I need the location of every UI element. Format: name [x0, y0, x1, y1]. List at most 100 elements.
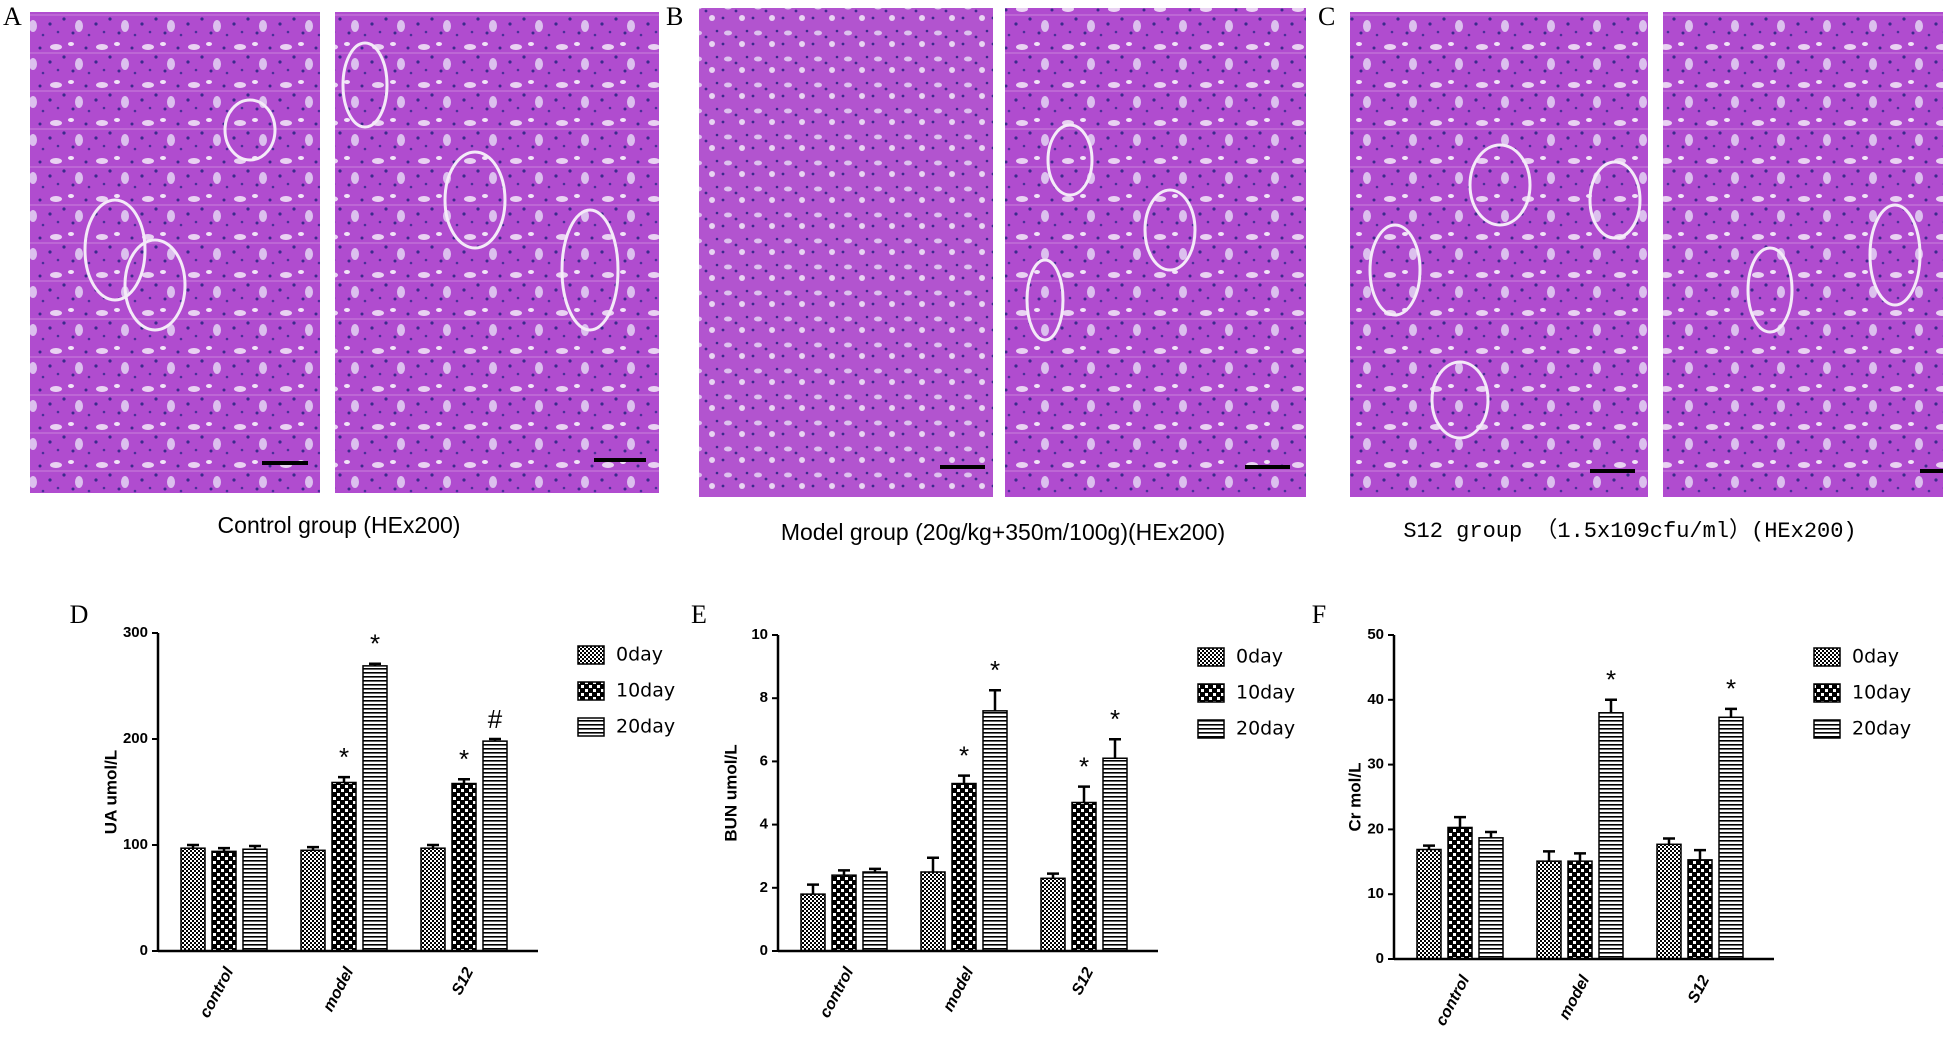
error-bar: [807, 883, 819, 895]
y-tick-label: 20: [1367, 820, 1384, 837]
bar: [1071, 801, 1097, 952]
y-tick-label: 2: [760, 879, 768, 896]
error-bar: [989, 689, 1001, 711]
panel-label: A: [3, 2, 22, 31]
bar: [420, 847, 446, 952]
bar: [1416, 848, 1442, 960]
bar: [1040, 877, 1066, 952]
error-bar: [1109, 738, 1121, 759]
bar: [1102, 757, 1128, 952]
y-tick-label: 0: [760, 942, 768, 959]
y-axis-label: UA umol/L: [101, 750, 120, 834]
x-tick-label: model: [320, 964, 357, 1014]
bar: [300, 849, 326, 952]
annotation: *: [370, 629, 380, 659]
scale-bars: [262, 458, 1943, 473]
x-tick-label: S12: [449, 965, 477, 998]
legend-swatch: [577, 645, 605, 665]
error-bar: [869, 867, 881, 872]
micrograph: [1350, 12, 1648, 497]
error-bar: [307, 845, 319, 851]
legend-label: 20day: [1852, 718, 1911, 740]
y-tick-label: 8: [760, 689, 768, 706]
histology-images: [30, 8, 1943, 497]
micrograph: [1663, 12, 1943, 497]
y-tick-label: 30: [1367, 756, 1384, 773]
error-bar: [1694, 848, 1706, 860]
error-bar: [838, 869, 850, 876]
bar: [1598, 712, 1624, 960]
legend-label: 10day: [1236, 682, 1295, 704]
error-bar: [958, 774, 970, 784]
bar: [831, 874, 857, 952]
legend-swatch: [1813, 647, 1841, 667]
annotation: *: [1079, 752, 1089, 782]
error-bar: [1485, 830, 1497, 838]
caption: S12 group （1.5x109cfu/ml）(HEx200): [1403, 519, 1856, 544]
legend-label: 0day: [1852, 646, 1899, 668]
error-bar: [1725, 707, 1737, 718]
error-bar: [427, 843, 439, 849]
legend-swatch: [1197, 719, 1225, 739]
annotation: #: [488, 704, 503, 734]
y-tick-label: 200: [123, 730, 148, 747]
legend-swatch: [1197, 647, 1225, 667]
micrograph: [1005, 8, 1306, 497]
bar: [1478, 837, 1504, 960]
annotation: *: [959, 740, 969, 770]
bar: [951, 782, 977, 952]
y-tick-label: 0: [140, 942, 148, 959]
annotation: *: [339, 742, 349, 772]
bar: [1567, 860, 1593, 960]
legend-label: 10day: [1852, 682, 1911, 704]
bar: [1687, 859, 1713, 960]
error-bar: [187, 843, 199, 849]
bar: [180, 847, 206, 952]
y-tick-label: 6: [760, 752, 768, 769]
legend-label: 20day: [1236, 718, 1295, 740]
y-axis-label: BUN umol/L: [721, 744, 740, 841]
legend-swatch: [577, 717, 605, 737]
error-bar: [458, 778, 470, 784]
panel-label: F: [1312, 600, 1326, 629]
error-bar: [1047, 872, 1059, 879]
glomeruli: [83, 41, 1922, 440]
x-tick-label: model: [940, 964, 977, 1014]
legend-label: 0day: [1236, 646, 1283, 668]
y-tick-label: 10: [751, 626, 768, 643]
legend-swatch: [1813, 719, 1841, 739]
bar: [242, 848, 268, 952]
annotation: *: [459, 744, 469, 774]
error-bar: [1605, 698, 1617, 713]
error-bar: [218, 846, 230, 852]
error-bar: [1574, 852, 1586, 862]
caption: Model group (20g/kg+350m/100g)(HEx200): [781, 519, 1225, 545]
y-tick-label: 0: [1376, 950, 1384, 967]
micrograph: [699, 8, 993, 497]
micrograph: [335, 12, 659, 493]
bar: [362, 665, 388, 952]
legend-swatch: [1813, 683, 1841, 703]
y-tick-label: 50: [1367, 626, 1384, 643]
bar: [451, 782, 477, 952]
bar: [920, 871, 946, 952]
bar: [211, 850, 237, 952]
panel-label: C: [1318, 2, 1335, 31]
error-bar: [1423, 844, 1435, 850]
panel-label: B: [666, 2, 683, 31]
y-tick-label: 4: [760, 816, 769, 833]
bar: [982, 710, 1008, 952]
error-bar: [927, 856, 939, 872]
bar: [862, 871, 888, 952]
y-tick-label: 40: [1367, 691, 1384, 708]
error-bar: [1663, 837, 1675, 845]
panel-label: E: [691, 600, 707, 629]
x-tick-label: model: [1556, 972, 1593, 1022]
x-tick-label: control: [197, 964, 238, 1020]
caption: Control group (HEx200): [218, 512, 461, 538]
x-tick-label: S12: [1685, 973, 1713, 1006]
error-bar: [1078, 785, 1090, 803]
legend-swatch: [577, 681, 605, 701]
error-bar: [1543, 850, 1555, 862]
